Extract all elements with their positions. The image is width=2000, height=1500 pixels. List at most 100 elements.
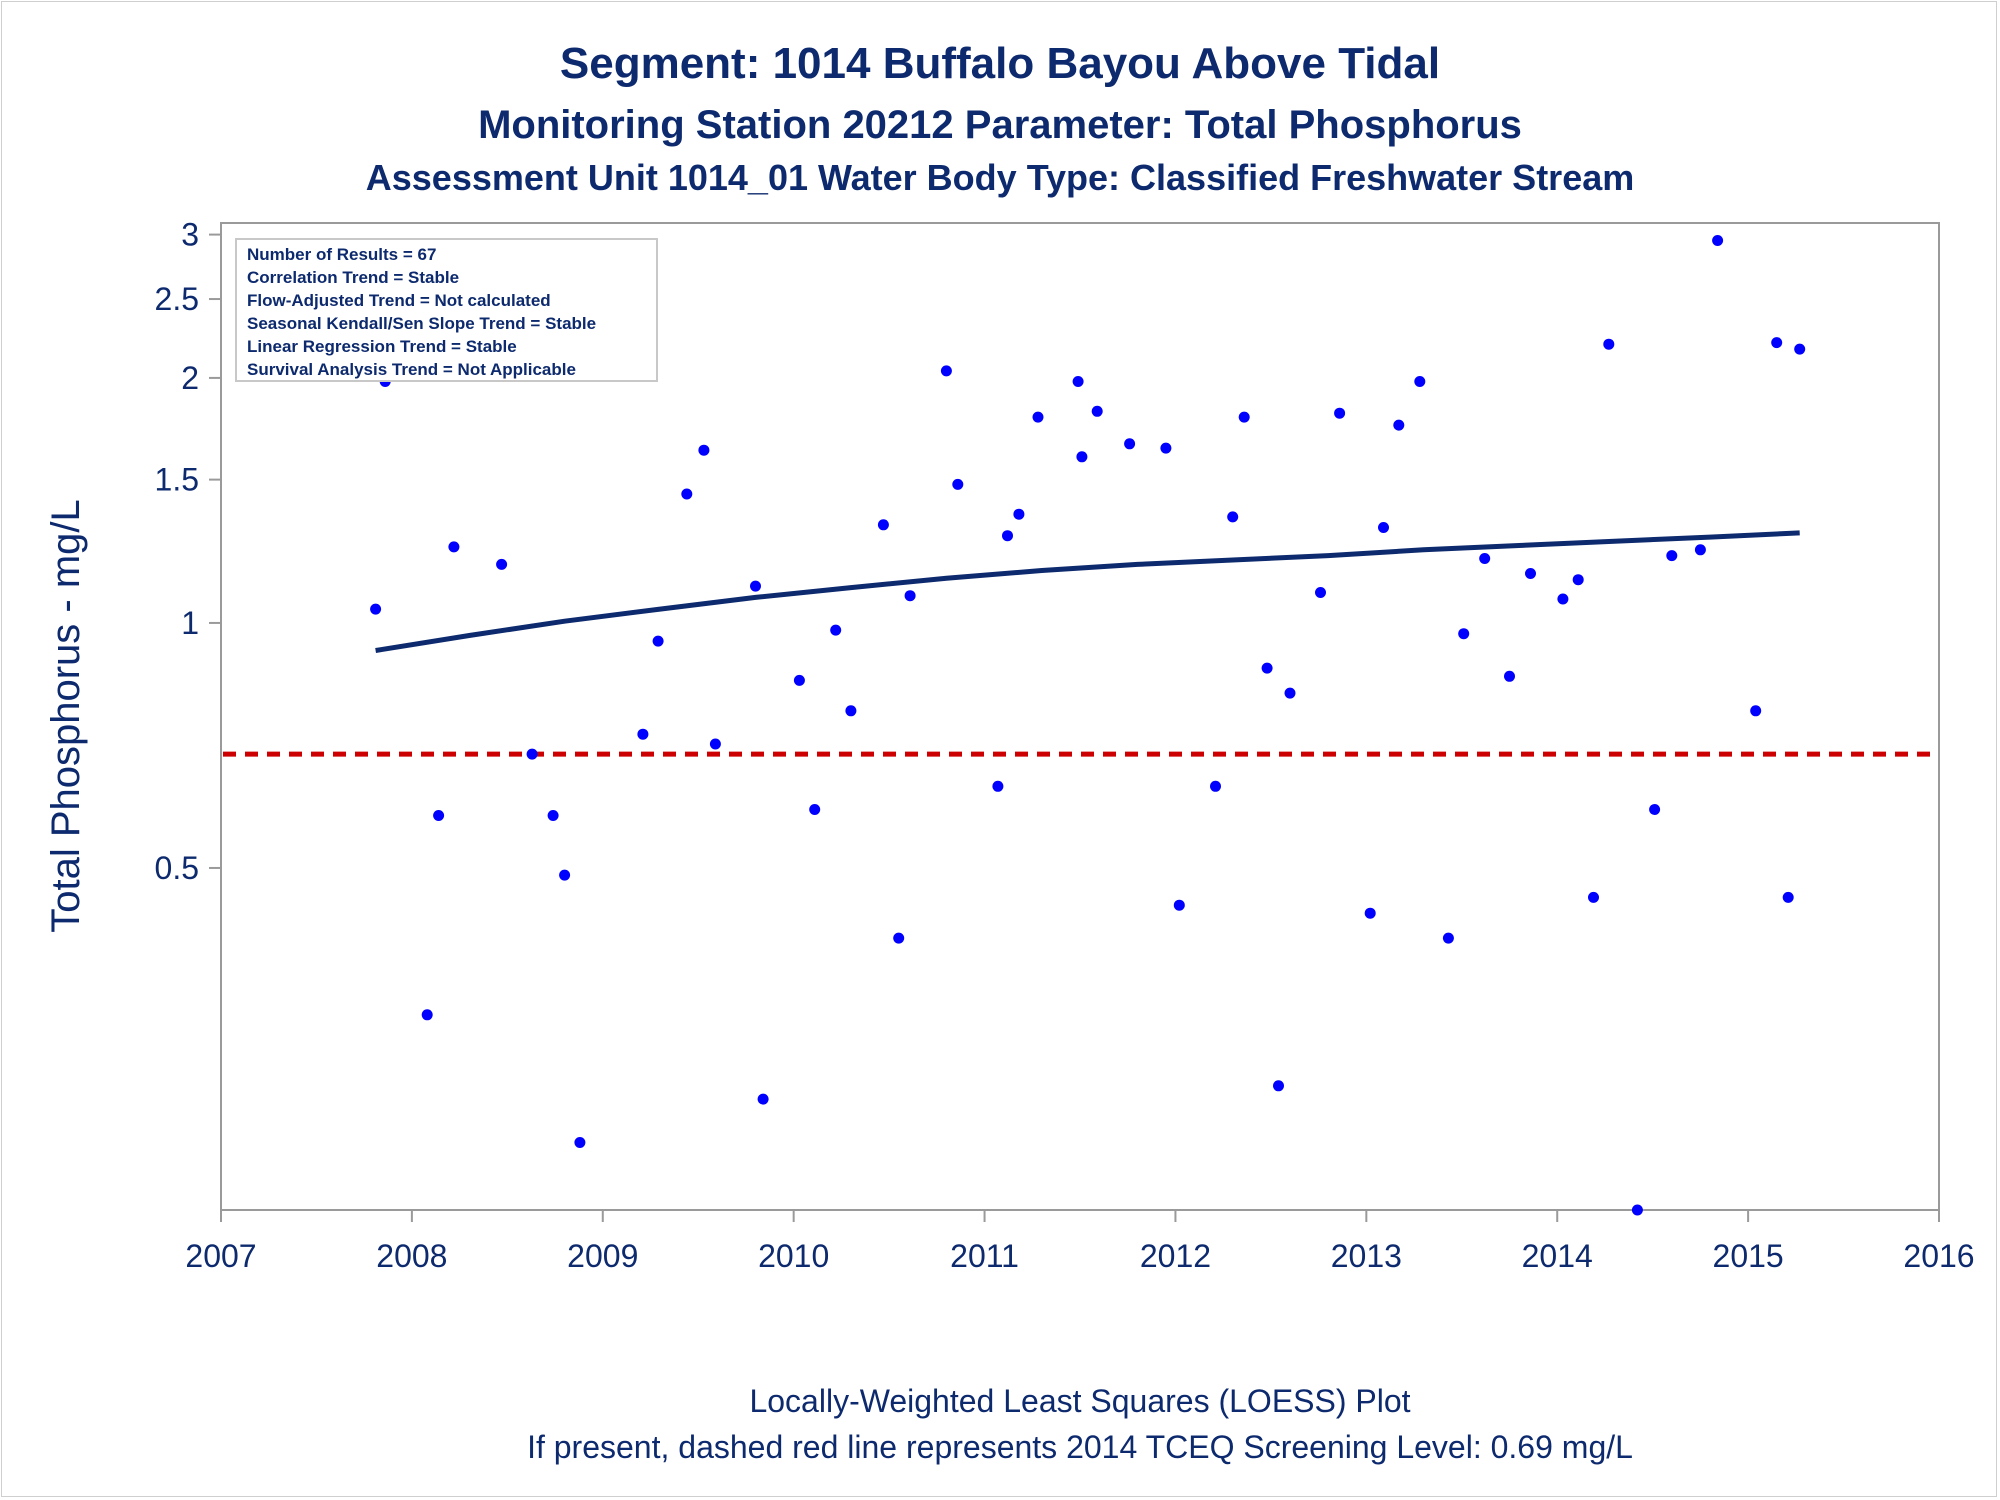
- y-tick-label: 3: [181, 217, 199, 253]
- data-point: [1504, 670, 1515, 682]
- data-point: [421, 1009, 433, 1021]
- loess-curve: [375, 530, 1800, 653]
- x-tick-label: 2016: [1903, 1238, 1974, 1274]
- y-tick-label: 2.5: [155, 281, 199, 317]
- data-point: [1091, 405, 1103, 417]
- stats-box: Number of Results = 67 Correlation Trend …: [235, 238, 658, 382]
- data-point: [1378, 522, 1389, 533]
- data-point: [893, 932, 905, 944]
- data-point: [1588, 891, 1599, 903]
- stats-line: Survival Analysis Trend = Not Applicable: [247, 360, 576, 379]
- x-tick-label: 2011: [950, 1238, 1019, 1274]
- data-point: [1782, 891, 1794, 903]
- x-tick-label: 2010: [758, 1238, 829, 1274]
- data-point: [1334, 407, 1346, 419]
- data-point: [496, 558, 508, 570]
- data-point: [698, 444, 710, 456]
- data-point: [1458, 628, 1470, 640]
- x-tick-label: 2013: [1331, 1238, 1402, 1274]
- y-axis-label: Total Phosphorus - mg/L: [44, 499, 88, 933]
- data-point: [830, 624, 842, 636]
- data-point: [1210, 780, 1221, 792]
- data-point: [940, 365, 952, 377]
- data-point: [793, 674, 805, 686]
- data-point: [1794, 343, 1806, 355]
- x-tick-label: 2015: [1713, 1238, 1784, 1274]
- data-point: [1479, 553, 1491, 564]
- y-tick-label: 1: [181, 605, 199, 641]
- data-point: [709, 738, 721, 750]
- data-point: [559, 869, 571, 881]
- data-point: [681, 488, 693, 500]
- data-point: [845, 705, 857, 717]
- data-point: [1364, 907, 1376, 919]
- plot-area: [220, 222, 1940, 1216]
- data-point: [1160, 442, 1172, 454]
- y-tick-label: 2: [181, 360, 199, 396]
- data-point: [1603, 338, 1615, 350]
- x-tick-label: 2014: [1522, 1238, 1593, 1274]
- data-point: [1442, 932, 1454, 944]
- stats-line: Flow-Adjusted Trend = Not calculated: [247, 291, 551, 310]
- data-point: [370, 603, 382, 615]
- data-point: [1694, 544, 1706, 556]
- plot-border: [220, 222, 1940, 1211]
- data-point: [1771, 337, 1783, 349]
- data-point: [757, 1093, 769, 1105]
- data-point: [1525, 568, 1536, 579]
- data-point: [574, 1137, 586, 1148]
- chart-title: Segment: 1014 Buffalo Bayou Above Tidal: [560, 39, 1440, 88]
- y-tick-label: 0.5: [155, 850, 199, 886]
- data-point: [952, 478, 964, 490]
- data-point: [1273, 1080, 1284, 1092]
- data-point: [547, 810, 559, 821]
- data-point: [1750, 705, 1762, 717]
- data-point: [1173, 899, 1185, 911]
- stats-line: Linear Regression Trend = Stable: [247, 337, 517, 356]
- stats-line: Correlation Trend = Stable: [247, 268, 459, 287]
- footer-line-1: Locally-Weighted Least Squares (LOESS) P…: [749, 1383, 1410, 1419]
- data-point: [809, 804, 821, 815]
- data-point: [1666, 550, 1678, 562]
- data-point: [637, 728, 649, 740]
- data-point: [526, 748, 538, 760]
- data-point: [1572, 574, 1584, 586]
- data-point: [1002, 530, 1013, 542]
- data-point: [1414, 376, 1426, 387]
- data-point: [1393, 419, 1405, 431]
- stats-box-border: [235, 238, 658, 382]
- data-point: [1076, 451, 1088, 463]
- footer-line-2: If present, dashed red line represents 2…: [527, 1429, 1633, 1465]
- stats-line: Seasonal Kendall/Sen Slope Trend = Stabl…: [247, 314, 596, 333]
- data-point: [1712, 235, 1724, 246]
- x-tick-label: 2009: [567, 1238, 638, 1274]
- data-point: [652, 635, 664, 647]
- data-point: [448, 541, 460, 553]
- data-point: [1013, 508, 1025, 520]
- data-point: [1315, 587, 1326, 598]
- stats-line: Number of Results = 67: [247, 245, 436, 264]
- chart-subtitle: Monitoring Station 20212 Parameter: Tota…: [478, 103, 1522, 147]
- data-point: [904, 590, 916, 602]
- x-tick-label: 2007: [185, 1238, 256, 1274]
- data-point: [1649, 804, 1661, 815]
- data-point: [1227, 511, 1239, 523]
- data-point: [1631, 1204, 1643, 1216]
- data-point: [992, 780, 1004, 792]
- x-tick-label: 2012: [1140, 1238, 1211, 1274]
- y-tick-label: 1.5: [155, 462, 199, 498]
- x-tick-label: 2008: [376, 1238, 447, 1274]
- data-point: [1261, 662, 1273, 674]
- data-point: [1032, 411, 1044, 423]
- data-point: [433, 810, 445, 821]
- data-point: [1124, 438, 1136, 450]
- chart-subtitle-2: Assessment Unit 1014_01 Water Body Type:…: [366, 157, 1635, 198]
- data-point: [750, 580, 761, 592]
- data-point: [1284, 687, 1296, 699]
- data-point: [1557, 593, 1569, 605]
- data-point: [877, 519, 889, 531]
- data-point: [1238, 411, 1250, 423]
- data-point: [1072, 376, 1084, 387]
